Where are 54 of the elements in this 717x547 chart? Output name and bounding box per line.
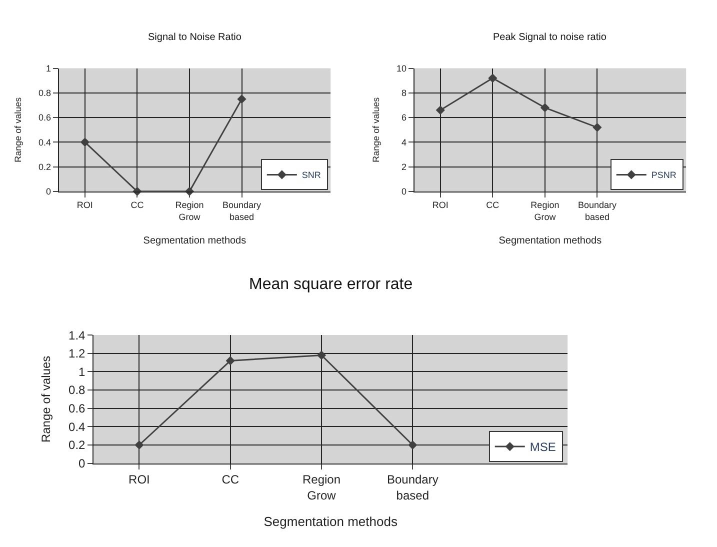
x-tick-label: CC	[130, 200, 144, 210]
y-tick-label: 8	[401, 88, 406, 98]
y-tick-label: 1.2	[68, 346, 86, 361]
y-tick-label: 0	[401, 186, 406, 197]
y-tick-label: 10	[396, 63, 406, 74]
point	[316, 350, 326, 360]
y-axis-title: Range of values	[38, 356, 53, 443]
y-tick-label: 0.2	[68, 438, 86, 452]
y-tick-label: 1	[46, 63, 51, 74]
x-tick-label: Boundary based	[386, 472, 438, 502]
point	[80, 138, 90, 147]
y-tick-label: 0.4	[38, 137, 51, 148]
y-axis-title: Range of values	[12, 96, 23, 162]
legend-label: MSE	[530, 440, 556, 454]
x-tick-label: Boundary based	[222, 200, 262, 222]
x-tick-label: ROI	[76, 200, 93, 210]
y-tick-label: 0.4	[68, 420, 86, 434]
x-tick-label: Region Grow	[302, 472, 341, 502]
x-tick-label: Region Grow	[530, 200, 560, 222]
x-axis-title: Segmentation methods	[498, 235, 602, 246]
point	[488, 74, 498, 83]
y-tick-label: 0	[46, 186, 51, 197]
y-tick-label: 0.2	[38, 162, 51, 172]
x-tick-label: ROI	[432, 200, 448, 210]
y-axis-title: Range of values	[370, 96, 381, 162]
y-tick-label: 0.8	[38, 88, 51, 98]
y-tick-label: 1.4	[68, 328, 86, 342]
chart-title: Peak Signal to noise ratio	[493, 32, 607, 43]
y-tick-label: 6	[401, 112, 406, 123]
chart-title: Mean square error rate	[249, 276, 413, 293]
point	[436, 106, 445, 115]
legend-label: PSNR	[651, 170, 677, 180]
y-tick-label: 0.6	[68, 402, 86, 416]
x-tick-label: CC	[486, 200, 500, 210]
point	[134, 440, 144, 450]
point	[540, 103, 550, 112]
point	[408, 440, 418, 450]
point	[592, 122, 602, 132]
x-tick-label: Boundary based	[578, 200, 617, 222]
x-tick-label: ROI	[128, 472, 150, 487]
y-tick-label: 0.6	[38, 112, 51, 123]
y-tick-label: 2	[401, 162, 406, 172]
y-tick-label: 1	[78, 364, 86, 379]
legend-label: SNR	[302, 170, 322, 180]
y-tick-label: 0	[78, 456, 86, 471]
y-tick-label: 0.8	[68, 383, 86, 398]
point	[237, 94, 246, 104]
x-axis-title: Segmentation methods	[143, 235, 246, 246]
x-tick-label: CC	[222, 472, 240, 487]
y-tick-label: 4	[401, 137, 406, 148]
x-axis-title: Segmentation methods	[264, 514, 398, 529]
chart-title: Signal to Noise Ratio	[148, 32, 242, 43]
point	[226, 356, 235, 366]
x-tick-label: Region Grow	[175, 200, 204, 222]
